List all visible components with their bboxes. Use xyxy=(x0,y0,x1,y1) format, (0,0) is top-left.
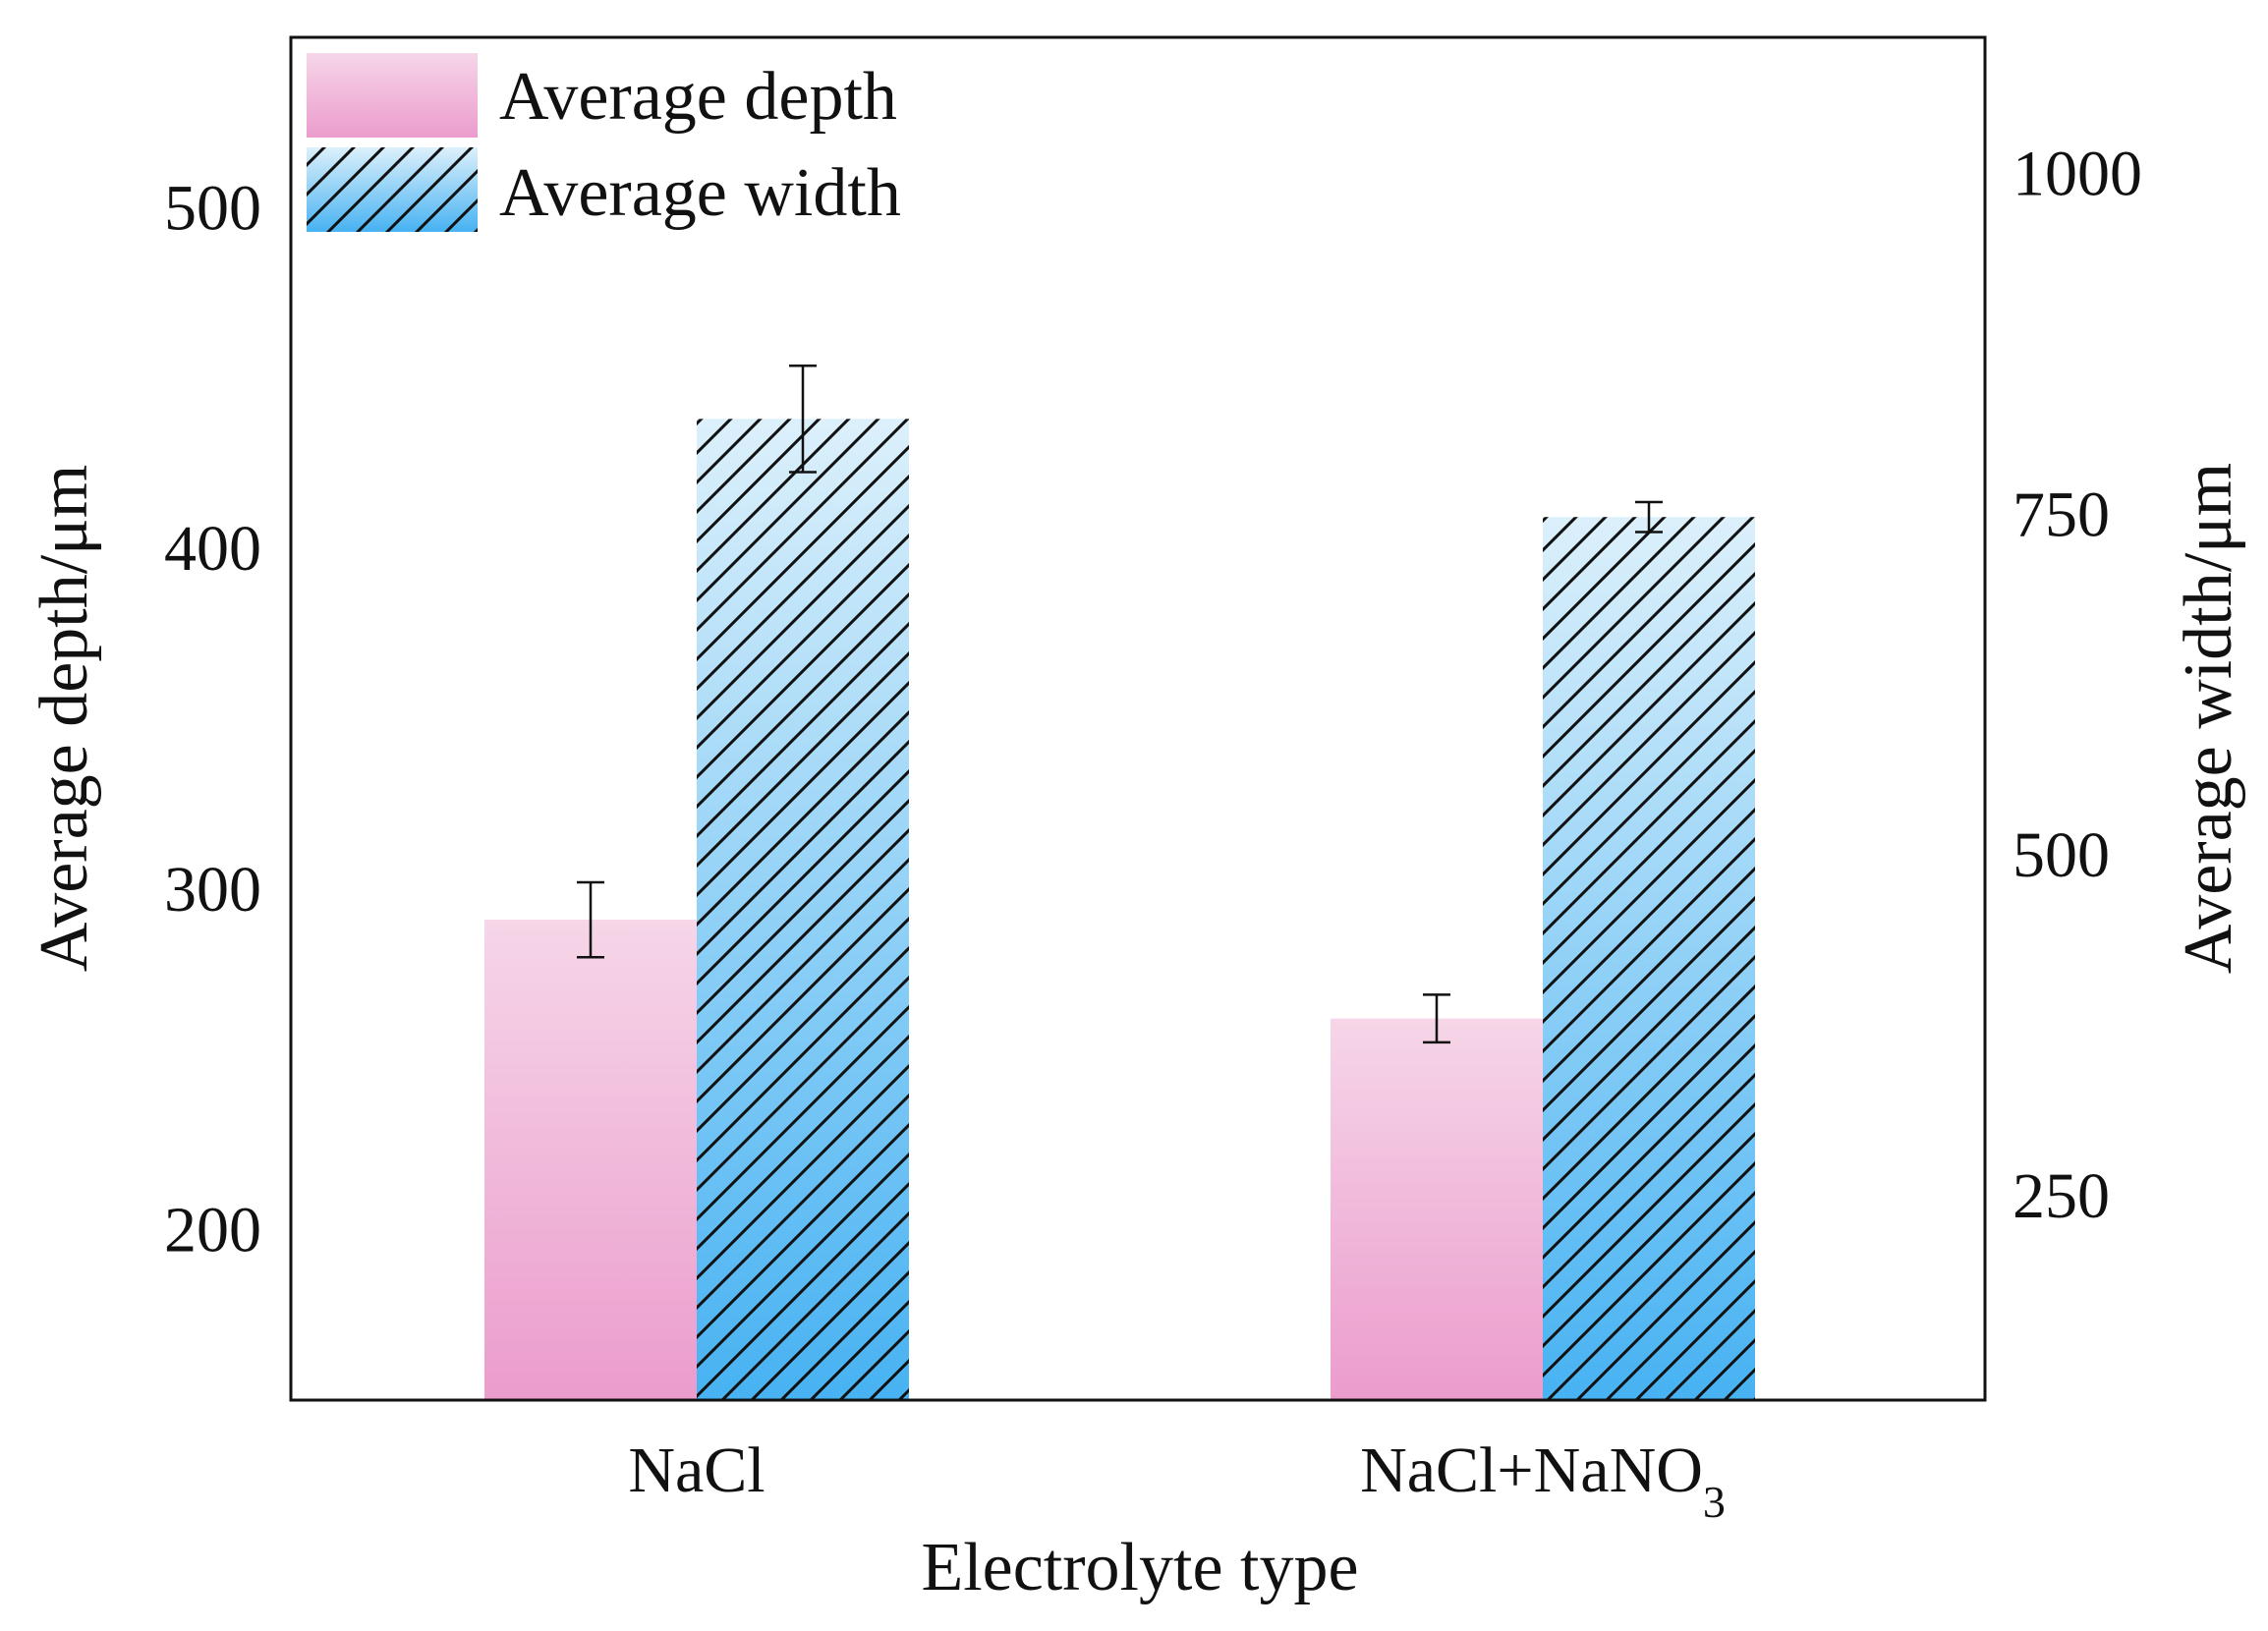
x-tick-label-subscript: 3 xyxy=(1703,1477,1726,1527)
error-bar xyxy=(577,880,604,959)
right-axis-title: Average width/μm xyxy=(2171,463,2246,974)
bar-depth xyxy=(484,920,697,1400)
legend: Average depth Average width xyxy=(307,53,901,232)
left-axis-ticks: 200 300 400 500 xyxy=(164,172,261,1265)
left-tick-label: 300 xyxy=(164,854,261,926)
legend-swatch-width-hatch xyxy=(307,147,478,232)
legend-label-width: Average width xyxy=(499,155,901,231)
x-tick-label: NaCl xyxy=(628,1434,765,1506)
plot-frame xyxy=(289,35,1987,1402)
error-bars-layer xyxy=(577,365,1663,1044)
left-tick-label: 500 xyxy=(164,172,261,244)
bar-depth xyxy=(1331,1018,1543,1400)
left-tick-label: 200 xyxy=(164,1195,261,1266)
legend-label-depth: Average depth xyxy=(499,59,897,135)
x-axis-title: Electrolyte type xyxy=(921,1530,1358,1605)
bar-width-hatch xyxy=(1543,517,1755,1400)
bar-width-hatch xyxy=(697,419,909,1400)
legend-swatch-depth xyxy=(307,53,478,138)
error-bar xyxy=(1635,500,1663,534)
x-tick-label-text: NaCl+NaNO xyxy=(1360,1434,1703,1506)
x-tick-label: NaCl+NaNO3 xyxy=(1360,1434,1726,1527)
left-tick-label: 400 xyxy=(164,513,261,585)
x-axis-ticks: NaCl NaCl+NaNO3 xyxy=(628,1434,1726,1527)
right-tick-label: 1000 xyxy=(2013,139,2142,210)
error-bar xyxy=(789,365,817,474)
left-axis-title: Average depth/μm xyxy=(27,465,102,972)
right-axis-ticks: 250 500 750 1000 xyxy=(2013,139,2142,1232)
right-tick-label: 750 xyxy=(2013,478,2110,550)
error-bar xyxy=(1423,993,1450,1044)
right-tick-label: 500 xyxy=(2013,819,2110,891)
right-tick-label: 250 xyxy=(2013,1160,2110,1232)
x-tick-label-text: NaCl xyxy=(628,1434,765,1506)
bars-layer xyxy=(484,419,1755,1400)
